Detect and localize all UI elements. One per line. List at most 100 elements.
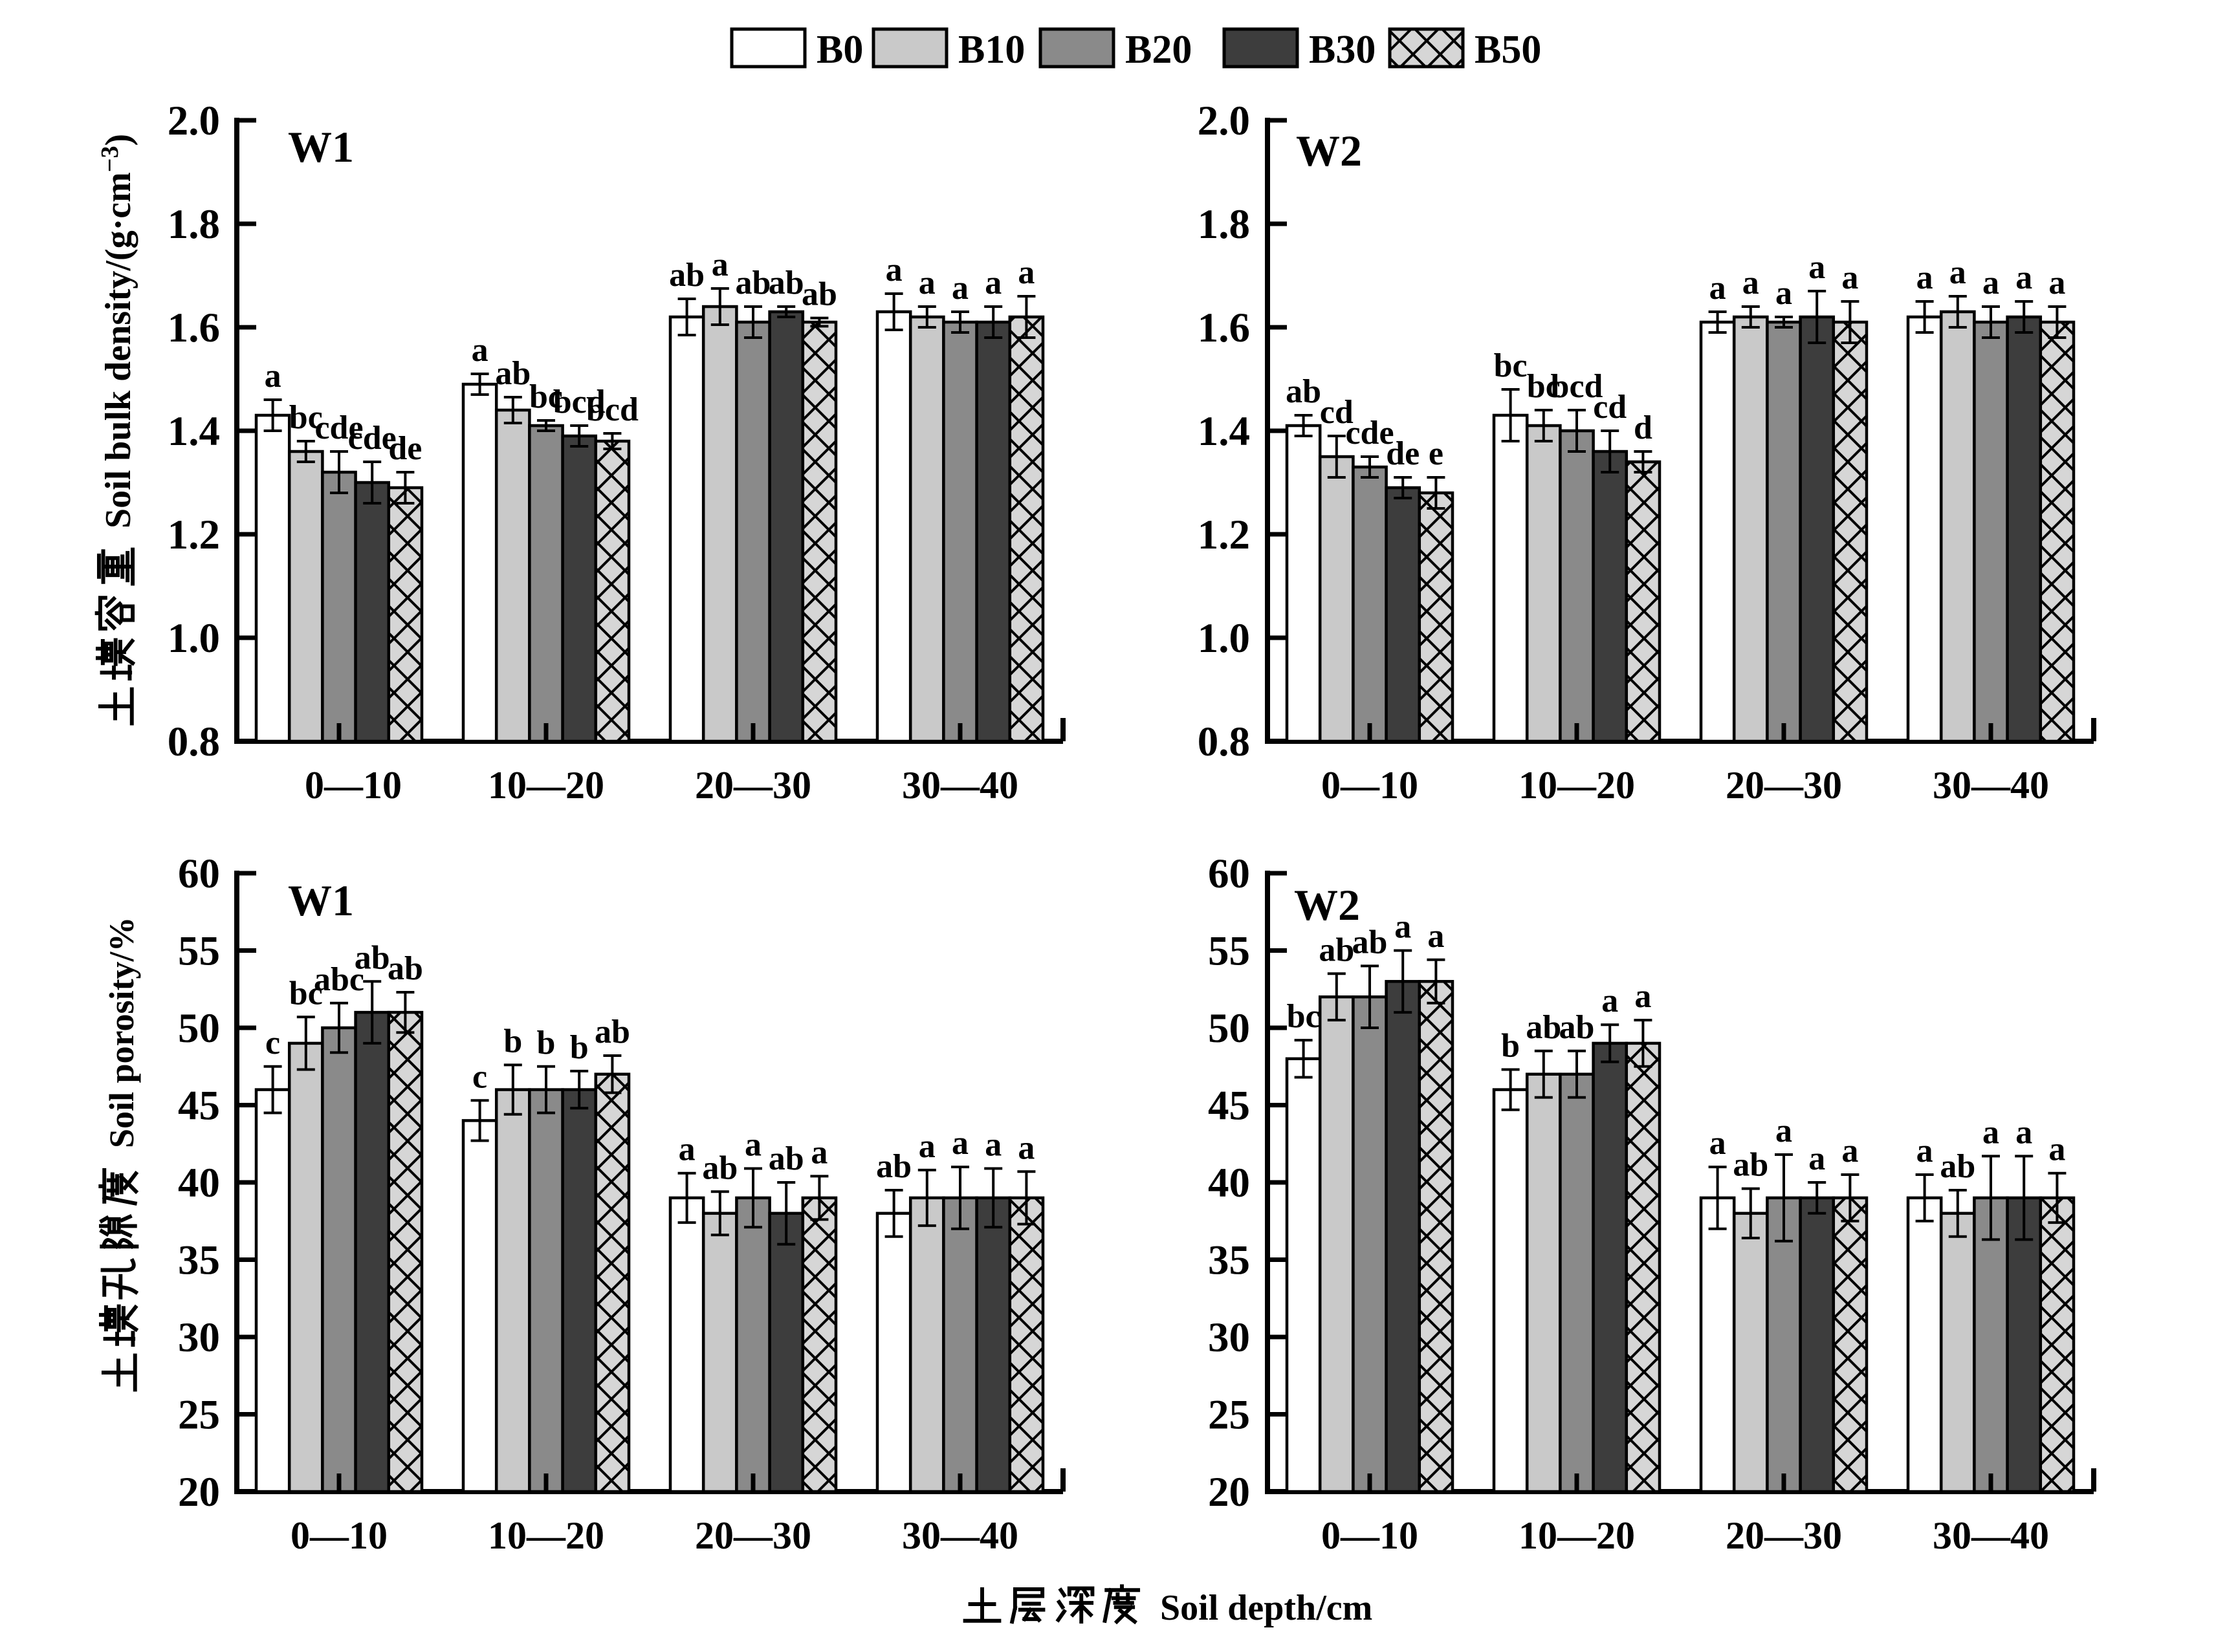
- svg-text:abc: abc: [314, 961, 364, 998]
- svg-text:ab: ab: [388, 950, 423, 987]
- svg-text:60: 60: [178, 851, 220, 897]
- svg-text:1.0: 1.0: [1198, 615, 1250, 662]
- svg-text:a: a: [712, 246, 729, 283]
- svg-text:a: a: [1982, 265, 1999, 301]
- svg-text:W2: W2: [1294, 880, 1360, 929]
- svg-text:ab: ab: [1352, 924, 1388, 961]
- svg-text:55: 55: [178, 928, 220, 975]
- svg-text:b: b: [537, 1025, 556, 1061]
- svg-text:20: 20: [178, 1469, 220, 1516]
- svg-text:a: a: [265, 358, 281, 395]
- svg-text:0.8: 0.8: [168, 719, 220, 765]
- svg-text:30—40: 30—40: [1933, 764, 2049, 807]
- svg-text:Soil porosity/%: Soil porosity/%: [102, 917, 141, 1148]
- svg-text:ab: ab: [1526, 1009, 1561, 1046]
- svg-text:30—40: 30—40: [902, 1514, 1018, 1557]
- svg-text:a: a: [952, 270, 969, 307]
- svg-text:ab: ab: [876, 1148, 912, 1185]
- svg-text:ab: ab: [1286, 373, 1321, 410]
- svg-text:20: 20: [1208, 1469, 1250, 1516]
- svg-text:1.2: 1.2: [168, 512, 220, 558]
- svg-text:de: de: [388, 430, 422, 467]
- svg-text:B20: B20: [1125, 28, 1192, 72]
- svg-text:c: c: [472, 1058, 487, 1095]
- svg-text:bc: bc: [289, 975, 323, 1012]
- svg-text:c: c: [265, 1025, 280, 1061]
- svg-text:2.0: 2.0: [1198, 98, 1250, 144]
- svg-text:Soil depth/cm: Soil depth/cm: [1160, 1588, 1372, 1628]
- svg-text:1.8: 1.8: [1198, 201, 1250, 248]
- svg-text:de: de: [1386, 435, 1420, 472]
- svg-text:a: a: [1018, 254, 1035, 291]
- svg-text:a: a: [1808, 249, 1825, 286]
- svg-text:0.8: 0.8: [1198, 719, 1250, 765]
- svg-text:bc: bc: [289, 399, 323, 436]
- svg-text:45: 45: [178, 1083, 220, 1129]
- svg-text:20—30: 20—30: [1726, 1514, 1842, 1557]
- svg-text:20—30: 20—30: [695, 1514, 811, 1557]
- svg-text:50: 50: [178, 1005, 220, 1052]
- svg-text:a: a: [1601, 983, 1618, 1019]
- svg-text:a: a: [952, 1125, 969, 1162]
- svg-text:a: a: [1775, 275, 1792, 312]
- svg-text:30—40: 30—40: [1933, 1514, 2049, 1557]
- svg-text:b: b: [1501, 1028, 1520, 1065]
- svg-text:a: a: [1982, 1114, 1999, 1151]
- svg-text:bcd: bcd: [586, 391, 639, 428]
- svg-text:a: a: [811, 1134, 828, 1171]
- svg-text:bc: bc: [1287, 998, 1321, 1035]
- svg-text:a: a: [2048, 1131, 2065, 1168]
- svg-text:a: a: [1949, 254, 1966, 291]
- svg-text:1.6: 1.6: [1198, 305, 1250, 351]
- svg-text:bc: bc: [1494, 347, 1528, 384]
- svg-text:10—20: 10—20: [488, 1514, 604, 1557]
- svg-text:b: b: [503, 1023, 522, 1060]
- svg-text:25: 25: [1208, 1392, 1250, 1439]
- svg-text:a: a: [1634, 978, 1651, 1015]
- svg-text:1.2: 1.2: [1198, 512, 1250, 558]
- svg-text:35: 35: [1208, 1237, 1250, 1284]
- svg-text:1.0: 1.0: [168, 615, 220, 662]
- svg-text:a: a: [2015, 1114, 2032, 1151]
- svg-text:ab: ab: [1733, 1147, 1768, 1184]
- svg-text:e: e: [1429, 435, 1443, 472]
- svg-text:a: a: [2048, 265, 2065, 301]
- svg-text:ab: ab: [1319, 931, 1354, 968]
- svg-text:ab: ab: [802, 276, 837, 313]
- svg-text:ab: ab: [595, 1014, 630, 1050]
- svg-text:a: a: [2015, 259, 2032, 296]
- svg-text:bc: bc: [529, 378, 563, 415]
- svg-text:bcd: bcd: [553, 384, 606, 420]
- svg-text:a: a: [919, 1128, 936, 1165]
- svg-text:0—10: 0—10: [1321, 1514, 1418, 1557]
- svg-text:a: a: [1742, 265, 1759, 301]
- svg-text:a: a: [1775, 1113, 1792, 1149]
- svg-text:a: a: [1916, 1133, 1933, 1169]
- svg-text:1.4: 1.4: [1198, 408, 1250, 455]
- svg-text:B10: B10: [958, 28, 1025, 72]
- svg-text:bcd: bcd: [1551, 368, 1603, 405]
- svg-text:a: a: [1427, 918, 1444, 955]
- svg-text:a: a: [1018, 1129, 1035, 1166]
- svg-text:a: a: [1916, 259, 1933, 296]
- svg-text:50: 50: [1208, 1005, 1250, 1052]
- svg-text:10—20: 10—20: [1519, 1514, 1635, 1557]
- svg-text:W1: W1: [288, 122, 354, 171]
- svg-text:ab: ab: [1559, 1009, 1595, 1046]
- svg-text:1.8: 1.8: [168, 201, 220, 248]
- svg-text:20—30: 20—30: [1726, 764, 1842, 807]
- svg-text:bc: bc: [1527, 368, 1561, 405]
- svg-text:30: 30: [178, 1314, 220, 1361]
- svg-text:a: a: [919, 265, 936, 301]
- svg-text:Soil bulk density/(g·cm−3): Soil bulk density/(g·cm−3): [96, 134, 138, 528]
- svg-text:ab: ab: [736, 265, 771, 301]
- svg-text:a: a: [472, 332, 488, 369]
- svg-text:a: a: [1841, 259, 1858, 296]
- svg-text:a: a: [1808, 1140, 1825, 1177]
- svg-text:a: a: [1709, 270, 1726, 307]
- svg-text:40: 40: [1208, 1160, 1250, 1206]
- svg-text:1.4: 1.4: [168, 408, 220, 455]
- svg-text:cde: cde: [1345, 415, 1394, 451]
- svg-text:d: d: [1634, 409, 1652, 446]
- svg-text:25: 25: [178, 1392, 220, 1439]
